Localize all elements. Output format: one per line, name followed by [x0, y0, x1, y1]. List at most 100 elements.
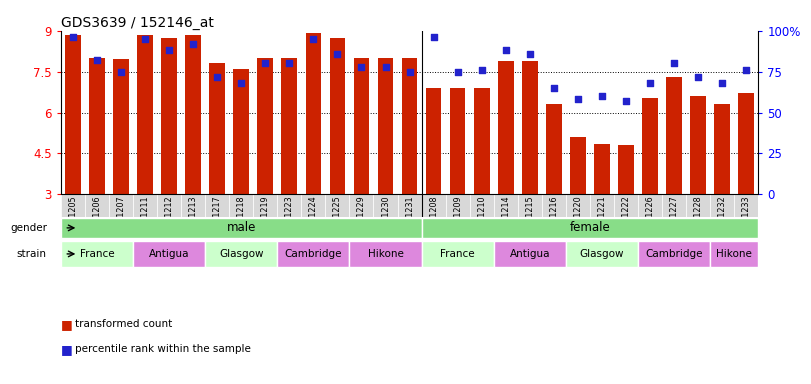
Bar [710, 194, 734, 217]
Bar [445, 194, 470, 217]
Text: GSM231205: GSM231205 [68, 195, 77, 244]
Text: GSM231220: GSM231220 [573, 195, 582, 244]
Text: GSM231222: GSM231222 [621, 195, 630, 244]
Point [667, 60, 680, 66]
Text: GSM231232: GSM231232 [718, 195, 727, 244]
Bar [667, 77, 682, 194]
Point [67, 34, 79, 40]
Text: GSM231223: GSM231223 [285, 195, 294, 244]
Bar [350, 194, 374, 217]
Text: GSM231221: GSM231221 [598, 195, 607, 244]
Text: GSM231224: GSM231224 [309, 195, 318, 244]
Text: Glasgow: Glasgow [580, 249, 624, 259]
Point [355, 64, 368, 70]
Bar [522, 61, 538, 194]
Bar [61, 218, 422, 238]
Point [572, 96, 585, 103]
Bar [205, 194, 230, 217]
Bar [230, 194, 253, 217]
Point [234, 80, 247, 86]
Point [740, 67, 753, 73]
Bar [662, 194, 686, 217]
Bar [450, 88, 466, 194]
Point [259, 60, 272, 66]
Point [475, 67, 488, 73]
Bar [422, 194, 445, 217]
Text: GSM231227: GSM231227 [670, 195, 679, 244]
Point [187, 41, 200, 47]
Bar [739, 93, 754, 194]
Text: France: France [79, 249, 114, 259]
Bar [133, 194, 157, 217]
Bar [234, 69, 249, 194]
Bar [157, 194, 181, 217]
Bar [281, 58, 297, 194]
Text: percentile rank within the sample: percentile rank within the sample [75, 344, 251, 354]
Text: GSM231228: GSM231228 [693, 195, 702, 244]
Bar [185, 35, 201, 194]
Bar [734, 194, 758, 217]
Bar [161, 38, 177, 194]
Text: Antigua: Antigua [148, 249, 189, 259]
Bar [618, 145, 634, 194]
Text: GSM231233: GSM231233 [742, 195, 751, 244]
Text: ■: ■ [61, 343, 72, 356]
Bar [710, 240, 758, 267]
Text: GSM231217: GSM231217 [212, 195, 221, 244]
Point [139, 36, 152, 42]
Bar [306, 33, 321, 194]
Point [692, 73, 705, 79]
Point [90, 57, 103, 63]
Bar [302, 194, 325, 217]
Bar [325, 194, 350, 217]
Bar [277, 194, 302, 217]
Bar [642, 98, 658, 194]
Text: transformed count: transformed count [75, 319, 173, 329]
Bar [474, 88, 490, 194]
Bar [714, 104, 730, 194]
Text: Glasgow: Glasgow [219, 249, 264, 259]
Point [644, 80, 657, 86]
Bar [374, 194, 397, 217]
Bar [85, 194, 109, 217]
Bar [61, 194, 85, 217]
Text: male: male [226, 222, 256, 234]
Bar [209, 63, 225, 194]
Bar [65, 35, 80, 194]
Text: Hikone: Hikone [716, 249, 752, 259]
Text: GSM231226: GSM231226 [646, 195, 654, 244]
Text: GSM231215: GSM231215 [526, 195, 534, 244]
Point [379, 64, 392, 70]
Point [716, 80, 729, 86]
Bar [498, 61, 513, 194]
Bar [257, 58, 273, 194]
Text: ■: ■ [61, 318, 72, 331]
Bar [181, 194, 205, 217]
Text: Cambridge: Cambridge [646, 249, 703, 259]
Bar [690, 96, 706, 194]
Bar [89, 58, 105, 194]
Bar [133, 240, 205, 267]
Bar [494, 194, 517, 217]
Text: GSM231218: GSM231218 [237, 195, 246, 244]
Text: GSM231214: GSM231214 [501, 195, 510, 244]
Text: Cambridge: Cambridge [285, 249, 342, 259]
Bar [470, 194, 494, 217]
Bar [354, 58, 369, 194]
Bar [542, 194, 566, 217]
Point [547, 85, 560, 91]
Bar [686, 194, 710, 217]
Bar [205, 240, 277, 267]
Text: GSM231211: GSM231211 [140, 195, 149, 244]
Text: GSM231209: GSM231209 [453, 195, 462, 244]
Bar [329, 38, 345, 194]
Bar [517, 194, 542, 217]
Bar [594, 144, 610, 194]
Point [283, 60, 296, 66]
Bar [253, 194, 277, 217]
Bar [570, 137, 586, 194]
Bar [378, 58, 393, 194]
Bar [350, 240, 422, 267]
Bar [61, 240, 133, 267]
Text: GSM231219: GSM231219 [261, 195, 270, 244]
